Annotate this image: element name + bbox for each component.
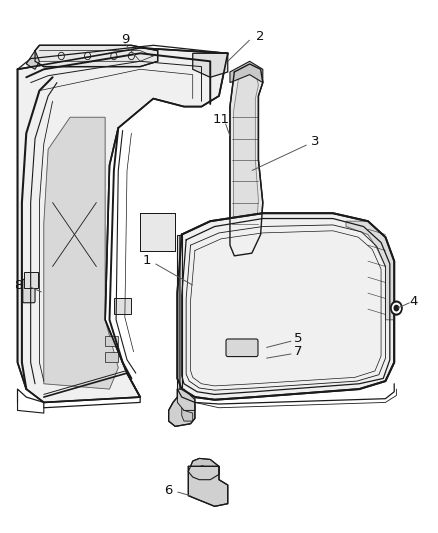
Polygon shape	[177, 389, 195, 410]
Polygon shape	[26, 51, 39, 69]
Polygon shape	[114, 298, 131, 314]
Polygon shape	[44, 117, 118, 389]
Text: 6: 6	[164, 484, 173, 497]
Text: 8: 8	[14, 279, 23, 292]
Text: 2: 2	[256, 30, 265, 43]
Polygon shape	[188, 466, 228, 506]
Polygon shape	[233, 70, 258, 249]
Circle shape	[392, 303, 400, 313]
Polygon shape	[193, 53, 228, 77]
Polygon shape	[44, 117, 118, 389]
FancyBboxPatch shape	[24, 272, 38, 288]
Polygon shape	[105, 336, 118, 346]
Text: 1: 1	[142, 254, 151, 266]
Text: 3: 3	[311, 135, 320, 148]
Text: 7: 7	[293, 345, 302, 358]
Polygon shape	[188, 458, 219, 480]
Text: 5: 5	[293, 332, 302, 345]
Polygon shape	[35, 45, 158, 67]
Polygon shape	[140, 213, 175, 251]
Polygon shape	[230, 64, 263, 256]
FancyBboxPatch shape	[226, 339, 258, 357]
Polygon shape	[105, 352, 118, 362]
Text: 4: 4	[410, 295, 418, 308]
Circle shape	[391, 301, 402, 315]
Circle shape	[394, 305, 399, 311]
Polygon shape	[18, 48, 228, 402]
Polygon shape	[169, 389, 195, 426]
FancyBboxPatch shape	[23, 279, 35, 303]
Polygon shape	[182, 405, 193, 421]
Polygon shape	[230, 61, 263, 83]
Polygon shape	[177, 235, 182, 389]
Text: 11: 11	[213, 114, 230, 126]
Polygon shape	[177, 213, 394, 400]
Polygon shape	[346, 221, 394, 320]
Text: 9: 9	[120, 34, 129, 46]
